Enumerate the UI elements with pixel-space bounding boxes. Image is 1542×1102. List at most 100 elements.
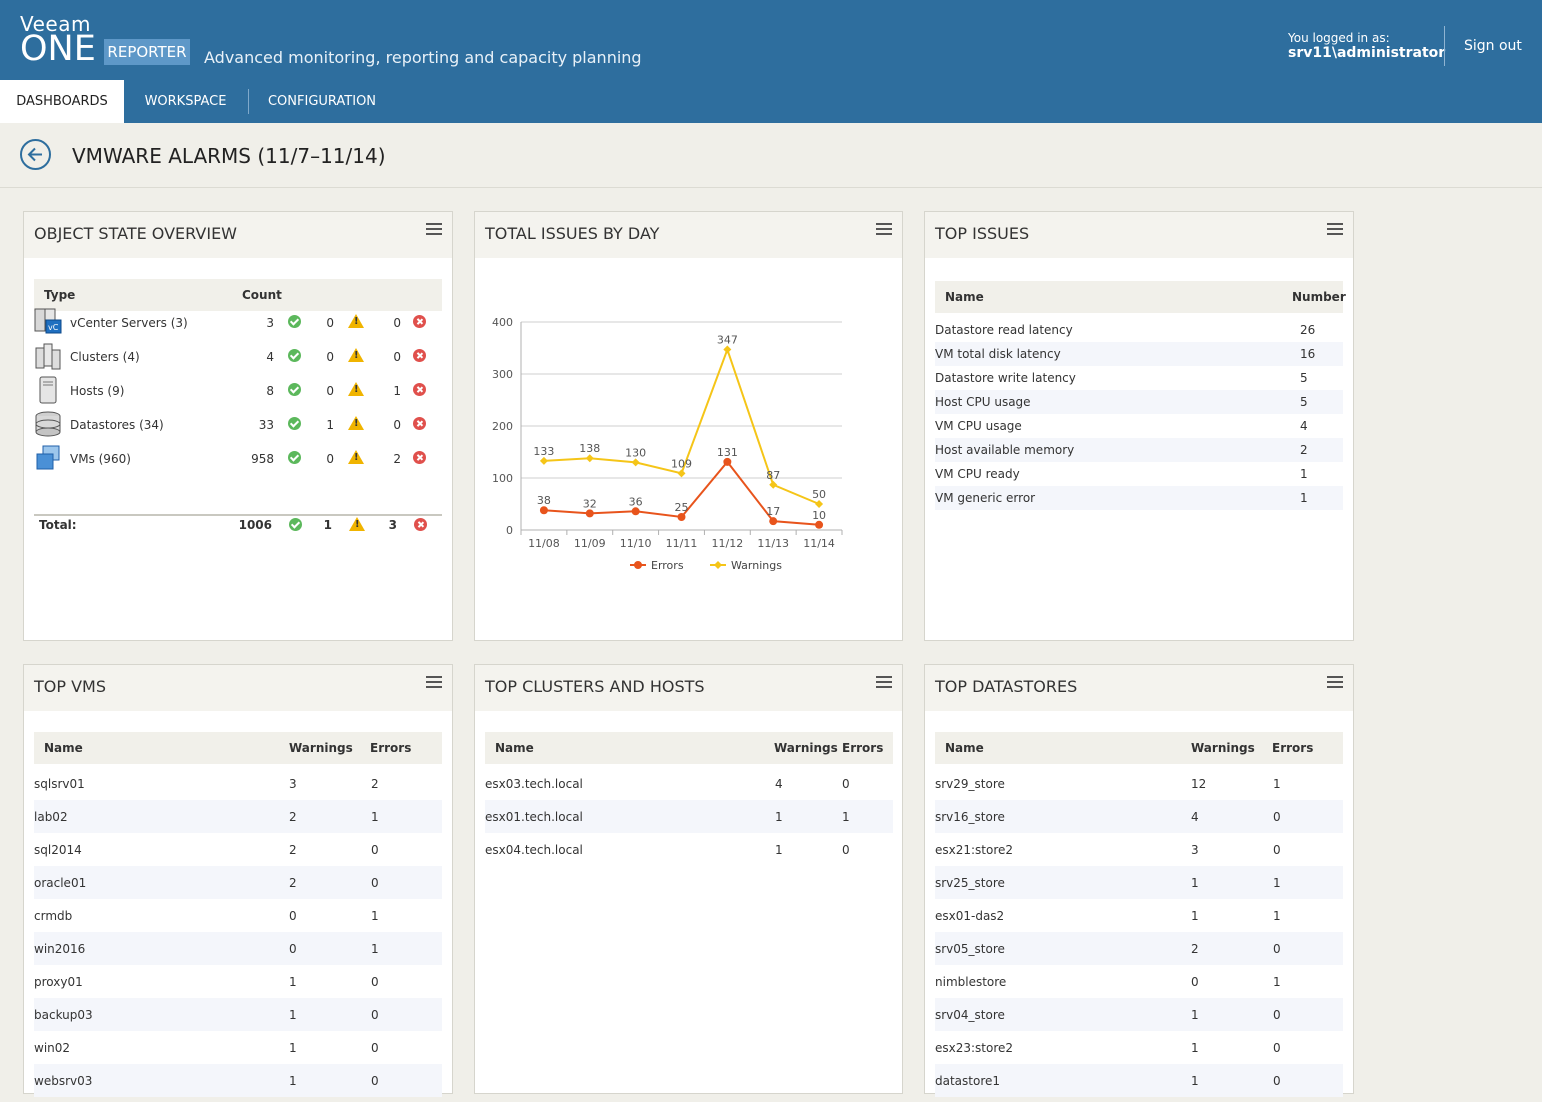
vm-name: win2016 (34, 942, 86, 956)
issue-name: Datastore write latency (935, 371, 1076, 385)
data-point (539, 506, 548, 515)
total-issues-panel: TOTAL ISSUES BY DAY 0 100 200 300 400 11/08 11… (474, 211, 903, 641)
ok-icon (288, 417, 301, 430)
errors-count: 1 (1273, 777, 1281, 791)
issue-name: Host available memory (935, 443, 1075, 457)
vm-name: crmdb (34, 909, 73, 923)
ok-icon (288, 315, 301, 328)
menu-icon[interactable] (876, 676, 892, 690)
data-label: 133 (533, 445, 554, 458)
table-row: Host available memory 2 (935, 438, 1343, 462)
table-row: crmdb 0 1 (34, 899, 442, 932)
tab-dashboards[interactable]: DASHBOARDS (0, 80, 124, 123)
column-header-name: Name (945, 290, 984, 304)
warnings-count: 1 (289, 1074, 297, 1088)
warnings-count: 1 (289, 1041, 297, 1055)
data-point (677, 513, 686, 521)
object-type-label: vCenter Servers (3) (70, 316, 188, 330)
error-icon (413, 383, 426, 396)
back-button[interactable] (20, 139, 51, 170)
cluster-icon (34, 342, 62, 370)
column-header-errors: Errors (842, 741, 884, 755)
data-label: 347 (717, 334, 738, 347)
data-point (815, 500, 824, 508)
top-banner: Veeam ONE REPORTER Advanced monitoring, … (0, 0, 1542, 123)
data-label: 109 (671, 457, 692, 470)
legend-label: Errors (651, 559, 684, 572)
panel-header: TOTAL ISSUES BY DAY (475, 212, 902, 258)
warnings-count: 1 (289, 1008, 297, 1022)
warnings-count: 1 (289, 975, 297, 989)
table-header: Type Count (34, 279, 442, 311)
warning-icon (349, 517, 365, 531)
column-header-warnings: Warnings (289, 741, 353, 755)
errors-count: 0 (371, 1041, 379, 1055)
table-row: srv25_store 1 1 (935, 866, 1343, 899)
x-tick-label: 11/11 (666, 537, 698, 550)
vm-icon (34, 444, 62, 472)
table-row: win02 1 0 (34, 1031, 442, 1064)
issue-name: Host CPU usage (935, 395, 1031, 409)
ok-count: 8 (266, 384, 274, 398)
table-row: VM CPU ready 1 (935, 462, 1343, 486)
errors-count: 1 (371, 909, 379, 923)
datastore-name: srv05_store (935, 942, 1005, 956)
error-count: 0 (393, 316, 401, 330)
arrow-left-icon (27, 147, 42, 162)
error-icon (413, 417, 426, 430)
ok-count: 4 (266, 350, 274, 364)
table-row: backup03 1 0 (34, 998, 442, 1031)
header-divider (1444, 26, 1445, 66)
brand-main: ONE (20, 29, 96, 69)
datastore-icon (34, 410, 62, 438)
object-state-panel: OBJECT STATE OVERVIEW Type Count vC vCent… (23, 211, 453, 641)
warning-count: 0 (326, 316, 334, 330)
y-tick-label: 200 (492, 420, 513, 433)
data-point (723, 457, 732, 466)
vm-name: lab02 (34, 810, 68, 824)
table-row: esx04.tech.local 1 0 (485, 833, 893, 866)
table-row: VM total disk latency 16 (935, 342, 1343, 366)
y-tick-label: 300 (492, 368, 513, 381)
tab-configuration[interactable]: CONFIGURATION (267, 94, 377, 109)
panel-header: TOP ISSUES (925, 212, 1353, 258)
errors-count: 1 (1273, 909, 1281, 923)
top-issues-panel: TOP ISSUES Name Number Datastore read la… (924, 211, 1354, 641)
sign-out-link[interactable]: Sign out (1464, 38, 1522, 54)
errors-count: 0 (371, 876, 379, 890)
error-count: 1 (393, 384, 401, 398)
title-divider (0, 187, 1542, 188)
object-state-row: Hosts (9) 8 0 1 (24, 376, 452, 406)
total-label: Total: (39, 518, 77, 532)
host-name: esx03.tech.local (485, 777, 583, 791)
table-row: win2016 0 1 (34, 932, 442, 965)
table-row: VM generic error 1 (935, 486, 1343, 510)
data-point (723, 345, 732, 354)
vm-name: backup03 (34, 1008, 93, 1022)
warnings-count: 1 (1191, 876, 1199, 890)
warnings-count: 2 (289, 843, 297, 857)
table-row: sqlsrv01 3 2 (34, 767, 442, 800)
menu-icon[interactable] (1327, 223, 1343, 237)
menu-icon[interactable] (426, 223, 442, 237)
data-point (769, 517, 778, 526)
error-icon (413, 349, 426, 362)
warning-count: 0 (326, 384, 334, 398)
menu-icon[interactable] (876, 223, 892, 237)
errors-count: 0 (371, 1008, 379, 1022)
table-row: esx03.tech.local 4 0 (485, 767, 893, 800)
menu-icon[interactable] (426, 676, 442, 690)
data-label: 130 (625, 446, 646, 459)
warnings-count: 0 (289, 909, 297, 923)
warnings-count: 0 (289, 942, 297, 956)
warning-count: 0 (326, 452, 334, 466)
error-icon (413, 315, 426, 328)
warnings-count: 1 (775, 810, 783, 824)
legend-marker (634, 561, 642, 569)
errors-count: 0 (371, 1074, 379, 1088)
column-header-name: Name (44, 741, 83, 755)
tab-workspace[interactable]: WORKSPACE (144, 94, 227, 109)
menu-icon[interactable] (1327, 676, 1343, 690)
total-divider (34, 514, 442, 516)
total-ok-count: 1006 (238, 518, 272, 532)
